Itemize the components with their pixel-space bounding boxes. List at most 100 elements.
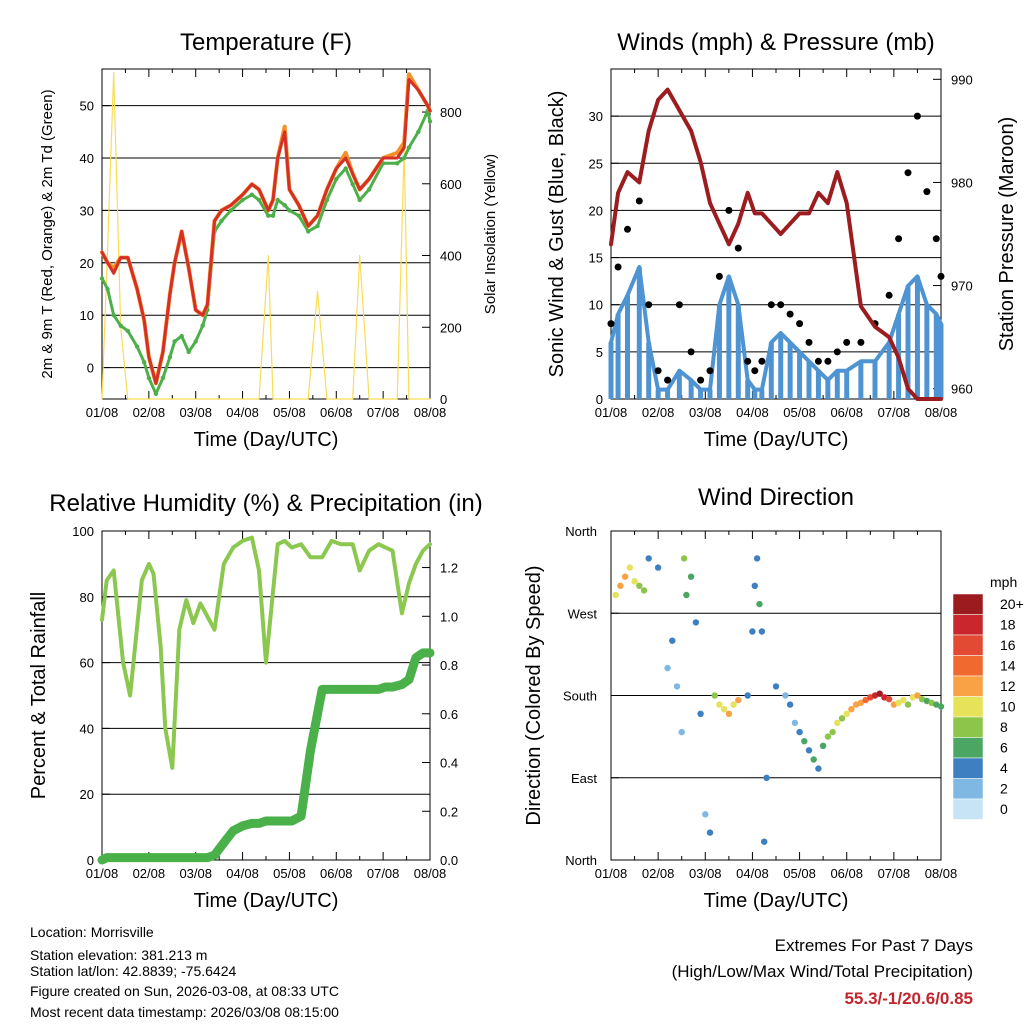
y2-tick-label: 400	[440, 249, 462, 264]
dewpoint-line	[100, 109, 432, 396]
dewpoint-point	[186, 349, 191, 355]
legend-swatch	[952, 634, 984, 656]
direction-point	[885, 696, 893, 703]
gust-point	[923, 188, 931, 196]
chart-title: Temperature (F)	[180, 29, 352, 56]
x-tick-label: 05/08	[783, 405, 816, 420]
direction-point	[838, 715, 846, 722]
gust-point	[687, 348, 695, 356]
direction-point	[692, 619, 700, 626]
info-elevation: Station elevation: 381.213 m	[30, 947, 207, 963]
y-tick-label: 25	[589, 156, 603, 171]
y2-tick-label: 1.2	[440, 561, 458, 576]
x-tick-label: 05/08	[783, 866, 816, 881]
gust-point	[843, 338, 851, 346]
direction-point	[900, 696, 907, 704]
x-tick-label: 08/08	[925, 405, 958, 420]
y2-tick-label: 0.4	[440, 756, 458, 771]
gust-point	[767, 301, 775, 309]
dewpoint-point	[240, 197, 245, 203]
gust-point	[758, 357, 766, 365]
direction-point	[753, 555, 761, 562]
direction-point	[626, 564, 634, 571]
direction-point	[772, 683, 780, 690]
y-tick-label: 0	[596, 392, 603, 407]
dewpoint-point	[105, 286, 110, 292]
gust-point	[796, 320, 804, 328]
direction-point	[862, 696, 869, 704]
direction-point	[673, 683, 681, 690]
station-info: Location: Morrisville Station elevation: …	[30, 924, 339, 1020]
chart-title: Relative Humidity (%) & Precipitation (i…	[49, 490, 482, 517]
dewpoint-point	[357, 197, 362, 203]
gust-point	[706, 367, 714, 375]
dewpoint-point	[193, 339, 198, 344]
plot-frame	[101, 68, 431, 400]
dewpoint-point	[296, 213, 301, 218]
direction-point	[791, 719, 799, 727]
x-tick-label: 02/08	[642, 405, 675, 420]
x-tick-label: 05/08	[273, 866, 306, 881]
x-axis-label: Time (Day/UTC)	[194, 890, 339, 912]
gust-point	[697, 376, 705, 384]
legend-label: 12	[1000, 678, 1016, 694]
dewpoint-point	[160, 375, 166, 381]
legend-swatch	[952, 757, 984, 779]
y-axis-label: Sonic Wind & Gust (Blue, Black)	[546, 91, 568, 378]
dewpoint-point	[350, 182, 355, 187]
gust-point	[654, 367, 662, 375]
dewpoint-point	[134, 344, 140, 349]
direction-point	[895, 699, 902, 706]
x-tick-label: 02/08	[133, 866, 166, 881]
chart-title: Wind Direction	[698, 484, 854, 511]
dewpoint-point	[427, 119, 433, 124]
x-tick-label: 07/08	[878, 866, 911, 881]
direction-point	[730, 701, 737, 708]
legend-swatch	[952, 737, 984, 759]
info-created: Figure created on Sun, 2026-03-08, at 08…	[30, 983, 339, 999]
gust-point	[645, 301, 653, 309]
gust-point	[675, 301, 683, 309]
direction-point	[654, 564, 662, 571]
gust-point	[833, 348, 841, 356]
dewpoint-point	[111, 313, 116, 318]
direction-point	[640, 587, 648, 594]
direction-point	[805, 747, 813, 754]
y2-tick-label: 0	[440, 392, 447, 407]
y2-tick-label: 800	[440, 105, 462, 120]
x-tick-label: 06/08	[830, 866, 863, 881]
direction-point	[702, 811, 709, 818]
legend-label: 0	[1000, 801, 1008, 817]
gust-point	[904, 169, 912, 177]
legend-label: 14	[1000, 658, 1016, 674]
direction-point	[735, 696, 742, 704]
dewpoint-point	[249, 192, 255, 197]
x-tick-label: 04/08	[736, 866, 769, 881]
x-tick-label: 01/08	[86, 866, 119, 881]
x-tick-label: 03/08	[179, 405, 212, 420]
dewpoint-point	[172, 339, 177, 344]
dewpoint-point	[366, 187, 372, 192]
x-tick-label: 08/08	[414, 405, 447, 420]
dewpoint-point	[125, 328, 130, 334]
x-tick-label: 01/08	[595, 405, 628, 420]
dewpoint-point	[282, 203, 287, 208]
legend-swatch	[952, 675, 984, 697]
y2-tick-label: 0.6	[440, 707, 458, 722]
y2-tick-label: 0.2	[440, 804, 458, 819]
direction-point	[645, 555, 652, 562]
gust-point	[734, 244, 742, 252]
dewpoint-point	[153, 391, 159, 396]
gust-point	[913, 112, 921, 120]
y-tick-label: 40	[80, 721, 94, 736]
legend-label: 8	[1000, 719, 1008, 735]
chart-title: Winds (mph) & Pressure (mb)	[617, 29, 934, 56]
y-axis-label: Percent & Total Rainfall	[28, 592, 50, 800]
dewpoint-point	[142, 360, 147, 365]
direction-point	[669, 637, 676, 644]
direction-point	[711, 692, 718, 699]
legend-swatch	[952, 614, 984, 636]
temp-2m-line	[100, 78, 432, 385]
legend-swatch	[952, 716, 984, 738]
